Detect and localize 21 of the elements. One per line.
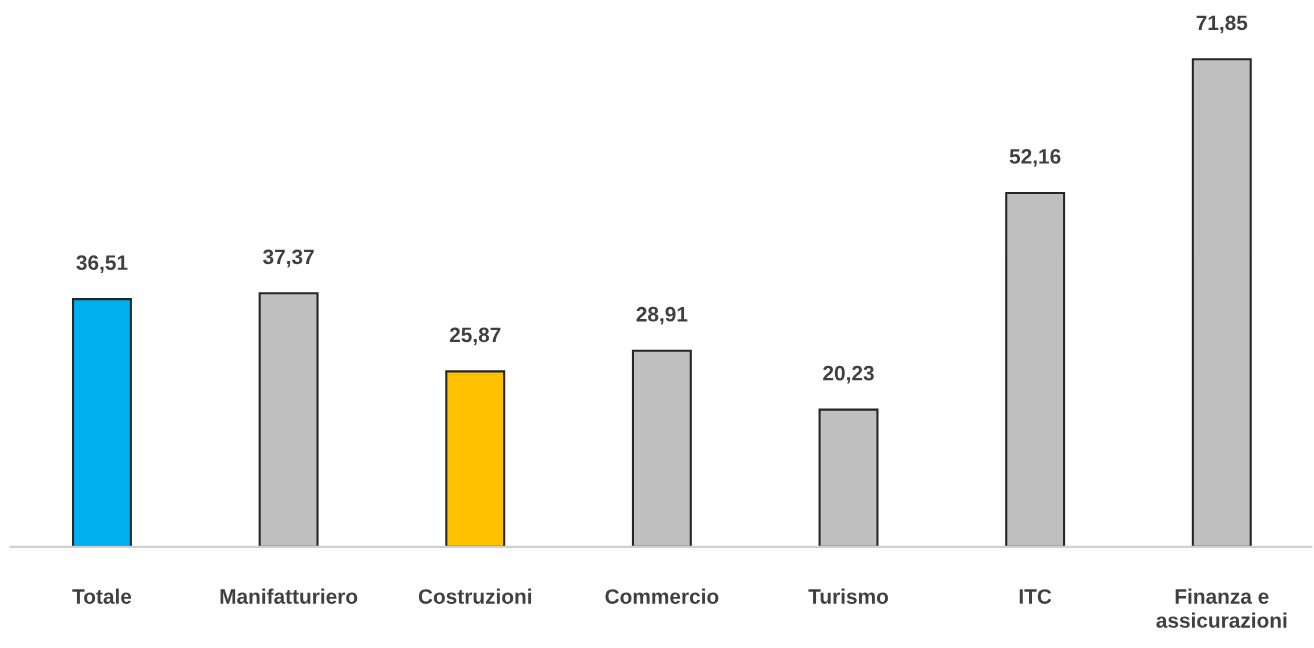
x-tick-label: ITC [1019,589,1052,604]
bar [818,408,879,547]
x-tick-label: Manifatturiero [220,588,358,604]
data-label: 52,16 [1009,149,1061,167]
data-label: 28,91 [636,306,688,325]
data-label: 36,51 [76,255,128,274]
data-label: 37,37 [263,249,314,268]
data-label: 20,23 [823,365,874,384]
x-tick-label: Costruzioni [418,588,532,604]
bar [1191,58,1252,547]
x-tick-label: Totale [72,588,132,604]
bar [72,298,132,547]
bar [445,370,506,547]
x-tick-label: Finanza e assicurazioni [1156,588,1287,628]
data-label: 71,85 [1196,15,1248,34]
x-tick-label: Turismo [808,588,889,604]
x-tick-label: Commercio [605,588,719,604]
data-label: 25,87 [449,327,501,346]
bar [258,292,319,547]
bar [1005,191,1066,547]
bar [631,349,692,547]
